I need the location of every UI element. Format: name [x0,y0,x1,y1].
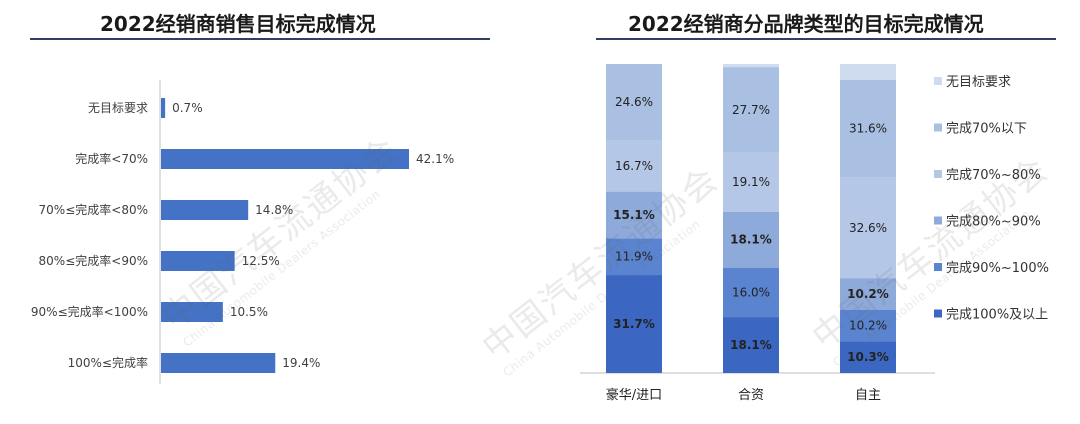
segment-label: 10.3% [847,350,889,364]
stack-segment [723,211,779,268]
stack-segment [723,152,779,212]
legend-swatch [934,309,942,318]
stack-segment [840,341,896,373]
right-title-rule [596,38,1056,40]
value-label: 10.5% [230,305,268,319]
segment-label: 19.1% [732,175,770,189]
bar [161,353,276,373]
value-label: 19.4% [282,356,320,370]
bar [161,251,235,271]
stack-segment [840,64,896,80]
legend-label: 完成80%~90% [946,215,1041,230]
legend-label: 完成70%以下 [946,122,1027,137]
segment-label: 32.6% [849,221,887,235]
segment-label: 16.7% [615,159,653,173]
legend-label: 无目标要求 [946,75,1011,90]
legend-label: 完成70%~80% [946,168,1041,183]
segment-label: 10.2% [849,318,887,332]
value-label: 42.1% [416,152,454,166]
stack-segment [840,278,896,310]
category-label: 无目标要求 [88,101,148,115]
segment-label: 11.9% [615,250,653,264]
x-category-label: 合资 [738,388,764,403]
stack-segment [840,79,896,178]
category-label: 完成率<70% [75,151,148,166]
segment-label: 10.2% [847,287,889,301]
x-category-label: 自主 [855,388,881,403]
category-label: 100%≤完成率 [68,355,148,370]
legend-label: 完成100%及以上 [946,308,1048,323]
bar [161,200,249,220]
legend-label: 完成90%~100% [946,261,1049,276]
stack-segment [606,64,662,141]
category-label: 80%≤完成率<90% [39,253,148,268]
bar [161,98,166,118]
value-label: 12.5% [242,254,280,268]
right-chart-title: 2022经销商分品牌类型的目标完成情况 [628,12,984,36]
stack-segment [723,64,779,68]
segment-label: 31.7% [613,317,655,331]
segment-label: 24.6% [615,95,653,109]
stack-segment [606,238,662,276]
value-label: 14.8% [255,203,293,217]
x-category-label: 豪华/进口 [606,387,662,403]
segment-label: 16.0% [732,285,770,299]
legend-swatch [934,77,942,85]
segment-label: 18.1% [730,233,772,247]
legend-swatch [934,263,942,271]
stack-segment [723,67,779,153]
legend-swatch [934,123,942,132]
legend-swatch [934,216,942,225]
segment-label: 18.1% [730,338,772,352]
stack-segment [606,275,662,373]
bar [161,302,223,322]
stack-segment [606,191,662,239]
left-chart-title: 2022经销商销售目标完成情况 [100,12,376,36]
segment-label: 15.1% [613,208,655,222]
stack-segment [840,309,896,342]
right-stacked-chart: 31.7% 11.9% 15.1% 16.7% 24.6% 豪华/进口 18.1% 16.0%… [580,64,1049,403]
left-title-rule [30,38,490,40]
stack-segment [723,267,779,318]
stack-segment [606,140,662,192]
legend-swatch [934,170,942,178]
stack-segment [723,317,779,373]
stack-segment [840,177,896,279]
category-label: 90%≤完成率<100% [31,304,148,319]
value-label: 0.7% [172,101,203,115]
category-label: 70%≤完成率<80% [39,202,148,217]
segment-label: 27.7% [732,103,770,117]
left-bar-chart: 无目标要求 0.7% 完成率<70% 42.1% 70%≤完成率<80% 14.8% 80%… [31,80,454,384]
bar [161,149,409,169]
segment-label: 31.6% [849,122,887,136]
